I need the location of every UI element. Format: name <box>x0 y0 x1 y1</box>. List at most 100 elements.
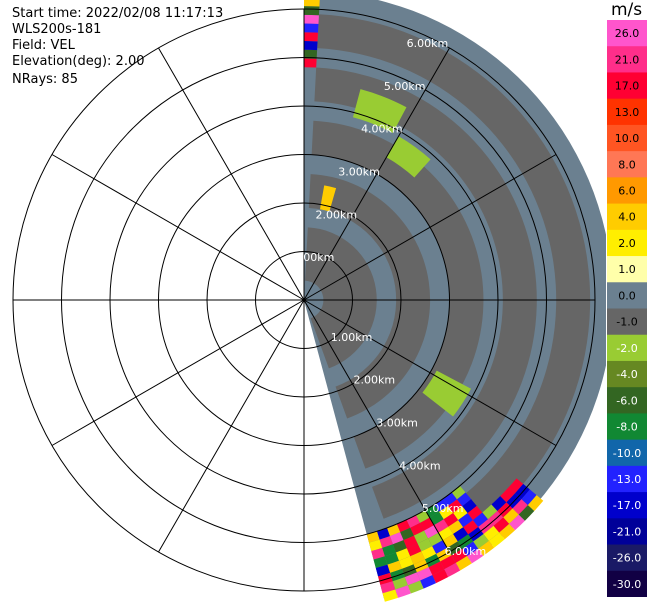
noise-cell <box>438 526 454 541</box>
noise-cell <box>527 495 544 512</box>
noise-cell <box>392 577 408 590</box>
noise-cell <box>421 546 437 560</box>
noise-cell <box>424 553 441 568</box>
lower-range-label: 5.00km <box>422 502 464 515</box>
noise-cell <box>304 58 317 68</box>
colorbar-swatch <box>607 360 647 388</box>
sector-band-1 <box>308 174 431 419</box>
noise-cell <box>518 505 535 521</box>
noise-cell <box>493 517 510 533</box>
azimuth-spokes <box>13 9 595 591</box>
noise-cell <box>512 499 528 515</box>
lower-range-label: 3.00km <box>376 416 418 429</box>
noise-cell <box>304 41 318 51</box>
azimuth-spoke <box>158 47 305 301</box>
upper-range-label: 2.00km <box>316 208 358 221</box>
noise-cell <box>371 547 385 560</box>
noise-cell <box>406 543 422 557</box>
colorbar-swatch <box>607 518 647 546</box>
noise-cell <box>390 568 405 582</box>
noise-cell <box>428 561 445 576</box>
elevation-label: Elevation(deg): 2.00 <box>12 54 145 69</box>
azimuth-spoke <box>303 299 557 446</box>
noise-cell <box>373 556 388 568</box>
noise-cell <box>442 533 458 548</box>
noise-cell <box>436 547 452 562</box>
noise-cell <box>420 575 437 589</box>
noise-cell <box>462 499 477 514</box>
colorbar-swatch <box>607 439 647 467</box>
noise-cell <box>444 562 461 578</box>
colorbar-tick-label: 6.0 <box>618 184 636 197</box>
colorbar-swatch <box>607 544 647 572</box>
colorbar-tick-label: 17.0 <box>615 80 640 93</box>
noise-cell <box>488 532 505 548</box>
noise-cell <box>443 512 459 527</box>
noise-cell <box>432 569 449 584</box>
colorbar-swatch <box>607 492 647 519</box>
colorbar-tick-label: -10.0 <box>613 447 641 460</box>
noise-cell <box>389 532 404 545</box>
noise-cell <box>447 541 463 556</box>
noise-cell <box>425 504 439 518</box>
colorbar-swatch <box>607 465 647 493</box>
noise-cell <box>433 519 449 533</box>
colorbar-tick-label: -2.0 <box>616 342 637 355</box>
lower-range-label: 6.00km <box>445 545 487 558</box>
colorbar-tick-label: -17.0 <box>613 499 641 512</box>
noise-cell <box>483 525 500 541</box>
colorbar-swatch <box>607 98 647 126</box>
noise-cell <box>429 511 444 526</box>
noise-cell <box>379 536 393 548</box>
colorbar-swatch <box>607 282 647 309</box>
noise-cell <box>410 551 425 565</box>
noise-cell <box>472 512 488 528</box>
positive-patch <box>386 136 431 178</box>
noise-cell <box>500 487 515 503</box>
noise-cell <box>403 535 418 549</box>
noise-cell <box>304 14 319 24</box>
noise-cell <box>455 556 472 571</box>
colorbar-swatch <box>607 72 647 100</box>
field-label: Field: VEL <box>12 38 75 53</box>
noise-cell <box>382 544 396 557</box>
noise-cell <box>451 485 466 500</box>
azimuth-spoke <box>51 299 305 446</box>
noise-cell <box>304 6 320 16</box>
noise-cell <box>304 0 320 7</box>
colorbar-tick-label: -26.0 <box>613 552 641 565</box>
colorbar-swatch <box>607 46 647 73</box>
lower-range-label: 2.00km <box>354 374 396 387</box>
colorbar-swatch <box>607 229 647 257</box>
noise-cell <box>440 555 456 570</box>
colorbar-tick-label: 10.0 <box>615 132 640 145</box>
noise-cell <box>448 520 464 534</box>
positive-patch <box>352 89 407 133</box>
noise-cell <box>380 581 396 594</box>
noise-cell <box>404 572 421 586</box>
colorbar-tick-label: 2.0 <box>618 237 636 250</box>
noise-cell <box>453 506 468 521</box>
noise-cell <box>407 580 424 594</box>
noise-cell <box>503 508 519 524</box>
colorbar-tick-label: -8.0 <box>616 421 637 434</box>
colorbar-tick-label: -6.0 <box>616 394 637 407</box>
colorbar-tick-label: 1.0 <box>618 263 636 276</box>
colorbar-swatch <box>607 124 647 152</box>
azimuth-spoke <box>158 299 305 553</box>
noise-cell <box>428 532 443 547</box>
colorbar-tick-label: 8.0 <box>618 158 636 171</box>
velocity-sector <box>304 0 606 602</box>
noise-cell <box>499 523 516 540</box>
noise-cell <box>395 548 411 561</box>
noise-cell <box>458 513 473 528</box>
noise-cell <box>453 527 469 542</box>
noise-cell <box>395 585 411 598</box>
upper-range-label: 6.00km <box>407 37 449 50</box>
velocity-colorbar: 26.0 21.0 17.0 13.0 10.0 8.0 6.0 4.0 2.0 1.0 0.0 -1… <box>607 20 647 597</box>
upper-range-label: 1.00km <box>293 251 335 264</box>
noise-cell <box>491 496 507 511</box>
noise-cell <box>451 548 468 563</box>
instrument-label: WLS200s-181 <box>12 22 102 37</box>
colorbar-tick-label: -21.0 <box>613 525 641 538</box>
